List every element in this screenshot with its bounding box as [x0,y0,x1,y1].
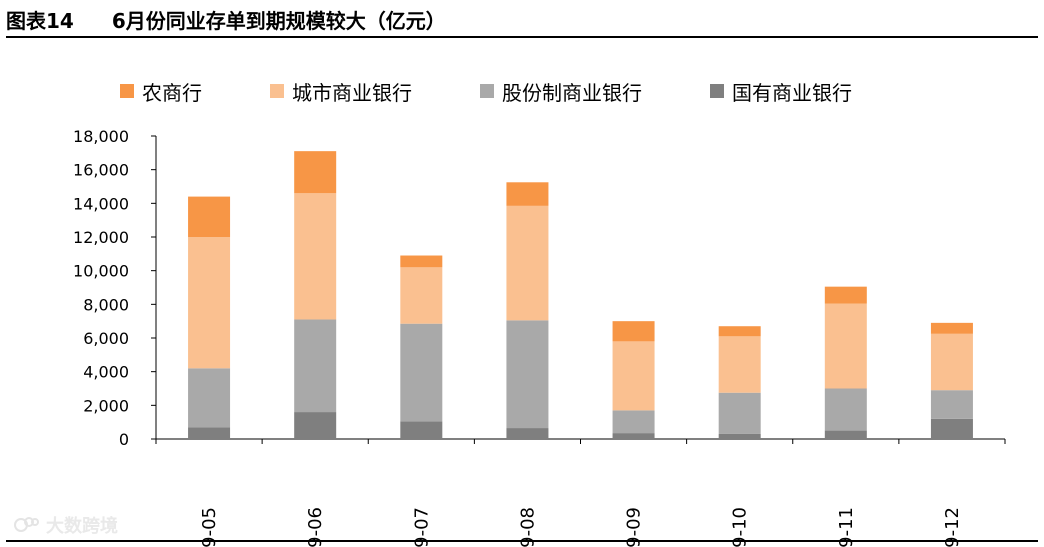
x-tick-label: 19-11 [836,507,857,547]
x-tick-label: 19-05 [199,507,220,547]
legend-label: 城市商业银行 [292,80,412,105]
y-tick-label: 2,000 [83,396,129,415]
y-tick-label: 4,000 [83,363,129,382]
x-tick-label: 19-12 [942,507,963,547]
bar-segment [506,320,549,429]
bar-segment [400,323,443,422]
bar-segment [188,427,231,439]
y-tick-label: 12,000 [73,228,129,247]
legend-item: 农商行 [120,77,202,106]
legend-label: 农商行 [142,80,202,105]
legend-label: 国有商业银行 [732,80,852,105]
x-tick-label: 19-08 [517,507,538,547]
bar-segment [506,428,549,439]
bar-segment [294,412,337,439]
bar-segment [400,255,443,268]
legend-item: 城市商业银行 [270,77,412,106]
bar-segment [718,392,761,434]
bar-segment [294,319,337,413]
bar-segment [718,326,761,337]
bar-segment [400,421,443,439]
watermark-text: 大数跨境 [46,516,118,537]
y-tick-label: 8,000 [83,295,129,314]
bar-segment [824,303,867,389]
bar-segment [294,193,337,320]
bar-segment [188,368,231,428]
bottom-divider [6,540,1038,542]
bar-segment [612,341,655,411]
figure-number: 图表14 [6,9,74,33]
bar-segment [718,433,761,439]
bar-segment [930,418,973,439]
legend-swatch [270,84,284,98]
x-tick-label: 19-09 [624,507,645,547]
legend-swatch [710,84,724,98]
bar-segment [506,182,549,206]
bar-segment [612,433,655,439]
x-tick-label: 19-07 [411,507,432,547]
bar-segment [188,237,231,369]
y-tick-label: 0 [119,430,129,449]
legend-swatch [120,84,134,98]
bar-segment [824,286,867,304]
x-tick-label: 19-06 [305,507,326,547]
chart-legend: 农商行 城市商业银行 股份制商业银行 国有商业银行 [120,77,920,106]
bar-segment [612,410,655,434]
bar-segment [612,321,655,342]
legend-swatch [480,84,494,98]
bar-segment [506,205,549,321]
y-tick-label: 10,000 [73,262,129,281]
y-tick-label: 18,000 [73,127,129,146]
watermark-logo-icon [14,517,39,532]
bar-segment [930,390,973,419]
legend-label: 股份制商业银行 [502,80,642,105]
legend-item: 国有商业银行 [710,77,852,106]
watermark: 大数跨境 [14,513,118,537]
bar-segment [400,267,443,324]
y-tick-label: 6,000 [83,329,129,348]
y-tick-label: 14,000 [73,194,129,213]
bar-segment [824,388,867,431]
y-tick-label: 16,000 [73,161,129,180]
figure-title-bar: 图表14 6月份同业存单到期规模较大（亿元） [6,6,1038,38]
figure-title: 6月份同业存单到期规模较大（亿元） [111,9,446,33]
bar-segment [188,196,231,237]
bar-segment [294,151,337,194]
x-tick-label: 19-10 [730,507,751,547]
bar-segment [718,336,761,393]
bar-segment [824,430,867,439]
bar-segment [930,333,973,391]
legend-item: 股份制商业银行 [480,77,642,106]
bar-segment [930,322,973,334]
